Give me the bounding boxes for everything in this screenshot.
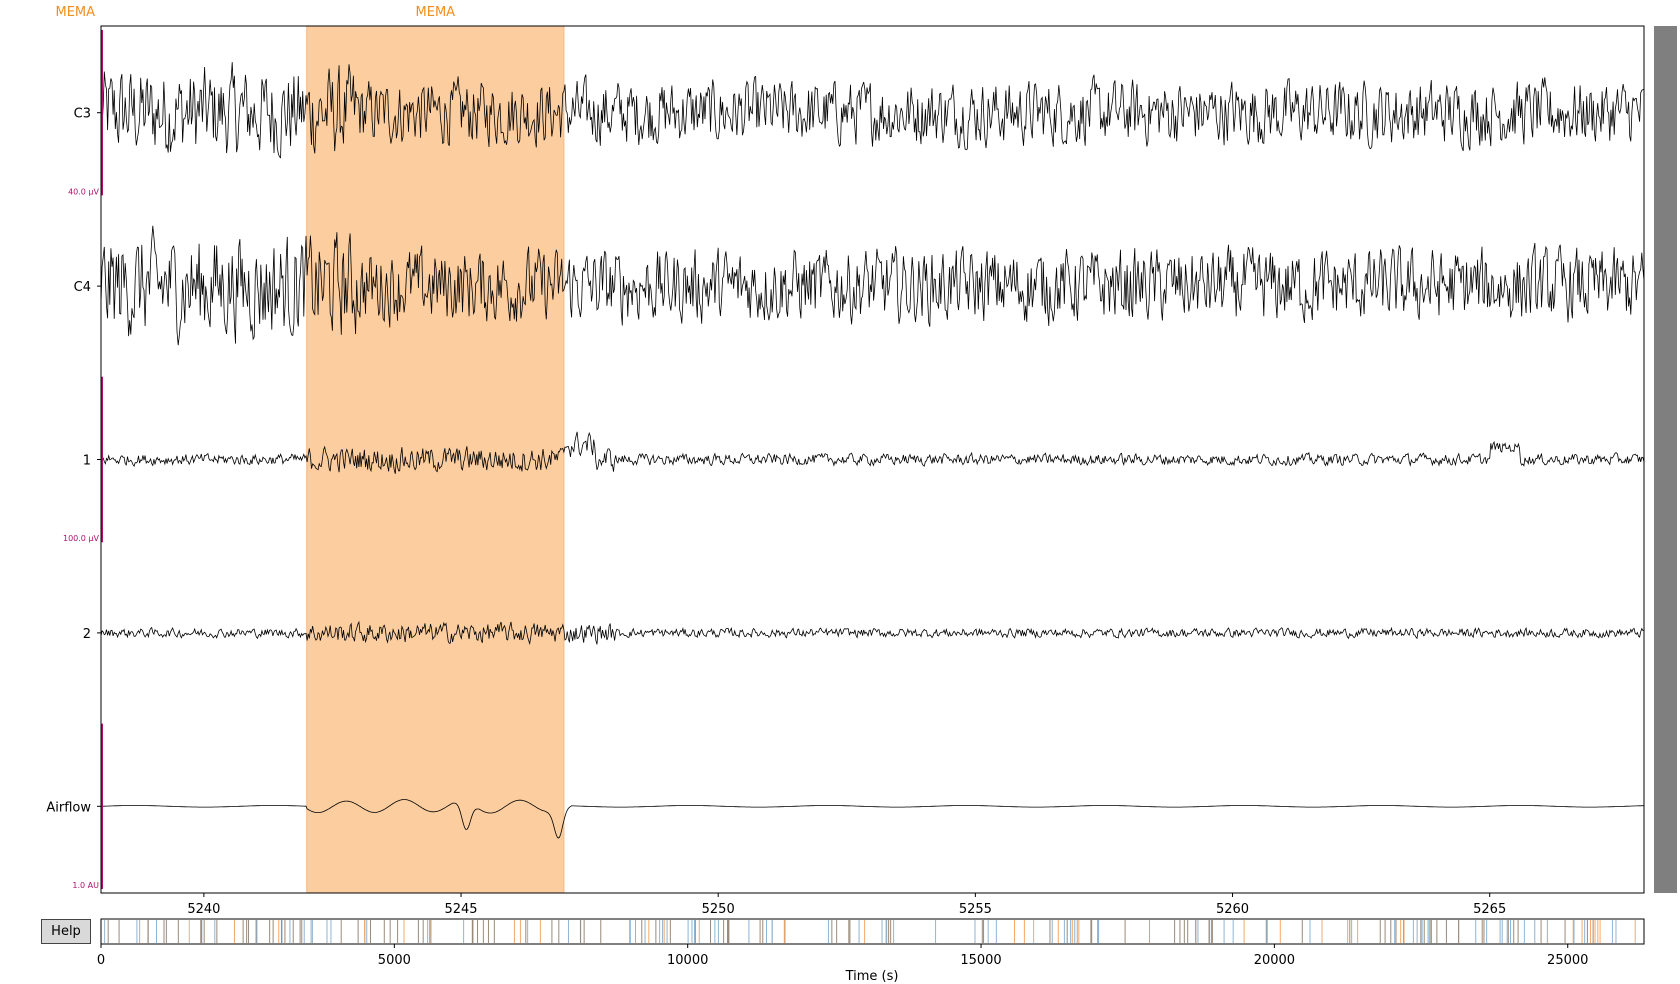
overview-tick-label: 25000 [1547, 953, 1588, 968]
channel-label: Airflow [46, 800, 91, 815]
trace-c3 [100, 62, 1645, 159]
overview-tick-label: 0 [97, 953, 105, 968]
overview-tick-layer: 0 5000 10000 15000 20000 25000 [97, 944, 1588, 968]
x-tick-label: 5255 [959, 902, 992, 917]
channel-label: C3 [74, 107, 91, 122]
channel-label: 1 [83, 454, 91, 469]
trace-2 [100, 620, 1645, 646]
overview-layer[interactable] [104, 920, 1636, 943]
scale-label: 40.0 µV [68, 187, 99, 196]
trace-layer [100, 62, 1645, 839]
tick-layer [97, 112, 1491, 897]
overview-tick-label: 15000 [960, 953, 1001, 968]
trace-airflow [101, 799, 1644, 839]
channel-label: C4 [74, 280, 91, 295]
annotation-label: MEMA [416, 5, 456, 20]
x-tick-label: 5240 [187, 902, 220, 917]
vertical-scrollbar[interactable] [1654, 26, 1677, 893]
x-tick-label: 5245 [444, 902, 477, 917]
help-button[interactable]: Help [41, 919, 91, 944]
x-tick-label: 5265 [1473, 902, 1506, 917]
scale-label: 100.0 µV [63, 534, 100, 543]
x-axis-label: Time (s) [845, 969, 899, 984]
x-tick-label: 5250 [702, 902, 735, 917]
x-tick-label: 5260 [1216, 902, 1249, 917]
overview-tick-label: 5000 [378, 953, 411, 968]
channel-label: 2 [83, 627, 91, 642]
trace-c4 [100, 225, 1645, 346]
trace-1 [100, 431, 1645, 474]
scale-label: 1.0 AU [72, 881, 99, 890]
annotation-marker-label: MEMA [56, 5, 96, 20]
overview-frame [100, 918, 1645, 945]
overview-tick-label: 20000 [1254, 953, 1295, 968]
overview-tick-label: 10000 [667, 953, 708, 968]
label-layer: MEMA MEMA C3 40.0 µV C4 1 100.0 µV 2 Airflow 1.0 … [46, 5, 1506, 917]
